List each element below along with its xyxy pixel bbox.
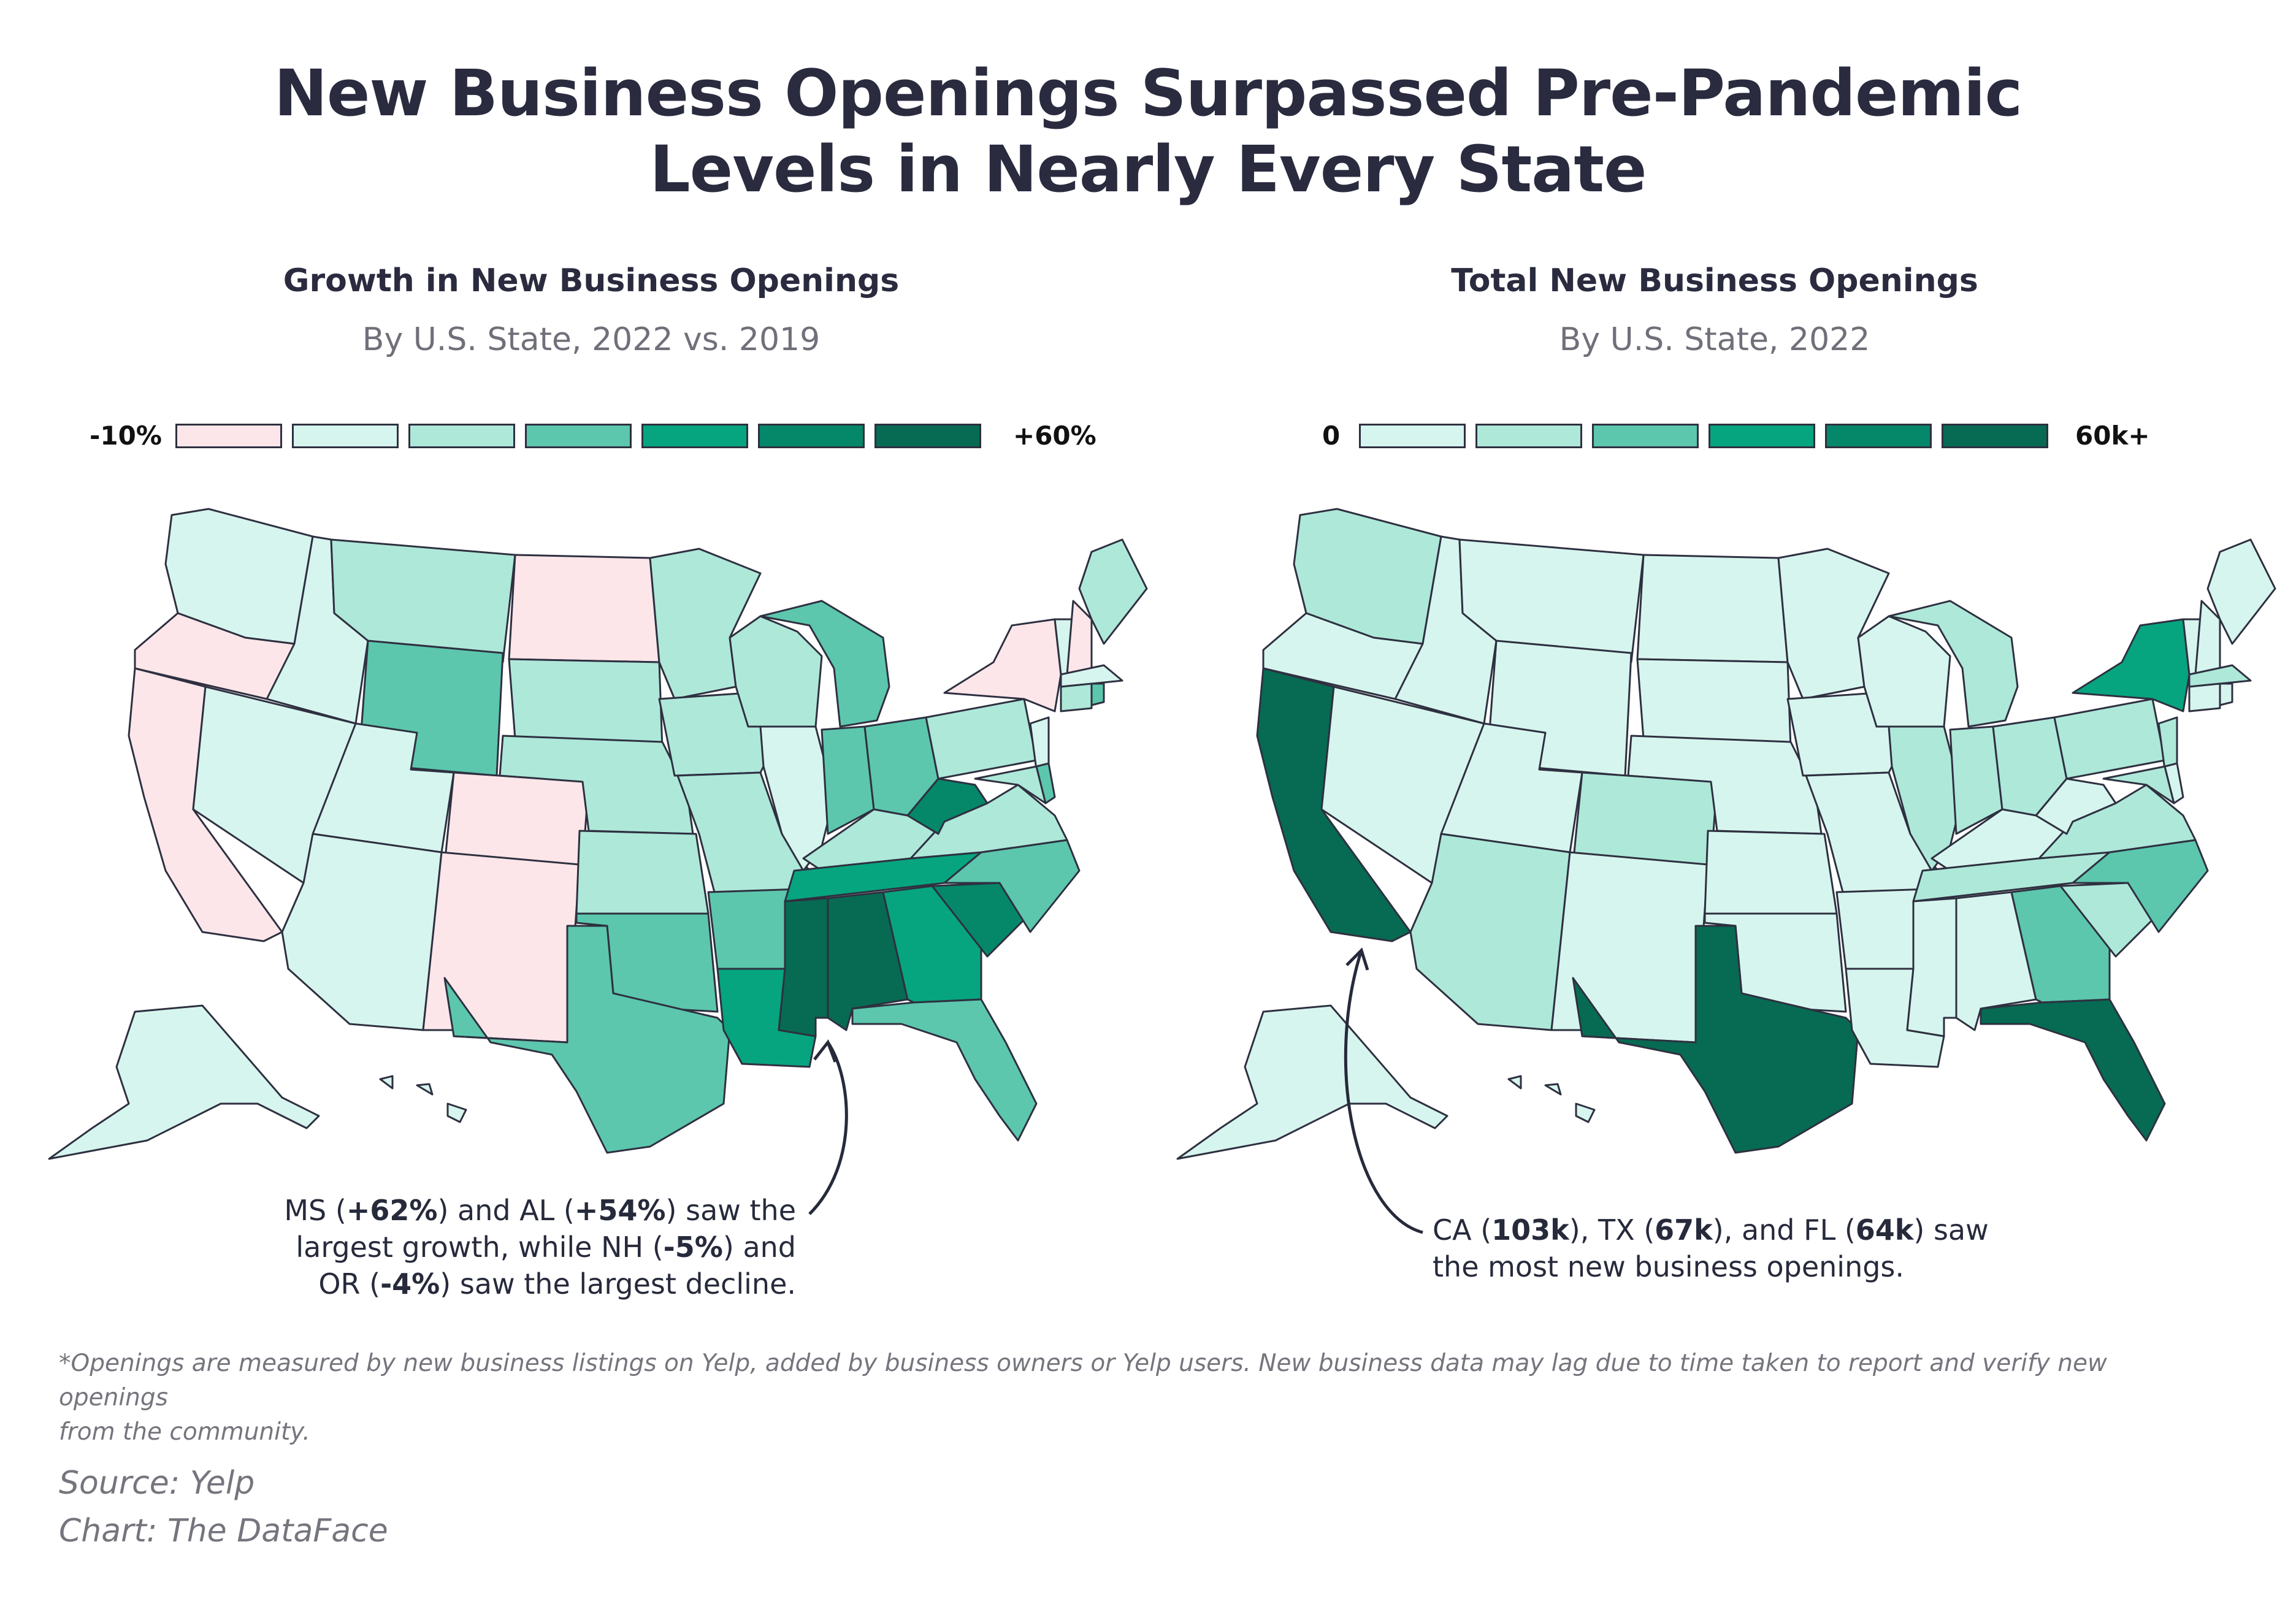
legend-swatch — [292, 423, 399, 448]
right-legend: 0 60k+ — [1322, 421, 2150, 451]
left-annotation: MS (+62%) and AL (+54%) saw the largest … — [244, 1192, 796, 1302]
left-growth-map — [48, 508, 1148, 1160]
legend-swatch — [874, 423, 981, 448]
source-line: Source: Yelp — [59, 1465, 255, 1502]
annot-ms-value: +62% — [346, 1194, 438, 1227]
annot-text: ), TX ( — [1569, 1213, 1655, 1247]
state-nm — [1550, 851, 1709, 1044]
state-ks — [1704, 830, 1838, 915]
annot-text: largest growth, while NH ( — [296, 1231, 664, 1264]
right-annotation-arrow — [1344, 947, 1423, 1234]
state-hi — [1507, 1075, 1596, 1123]
legend-swatch — [1592, 423, 1699, 448]
legend-swatch — [1359, 423, 1466, 448]
annot-fl-value: 64k — [1855, 1213, 1914, 1247]
state-wi — [729, 615, 823, 728]
chart-credit-line: Chart: The DataFace — [59, 1513, 388, 1549]
left-panel-title: Growth in New Business Openings — [283, 262, 900, 299]
footnote-line-2: from the community. — [59, 1418, 310, 1446]
annot-text: MS ( — [284, 1194, 346, 1227]
state-de — [2164, 762, 2184, 804]
right-legend-max: 60k+ — [2075, 421, 2150, 451]
right-annotation: CA (103k), TX (67k), and FL (64k) saw th… — [1433, 1212, 1989, 1285]
left-legend-max: +60% — [1013, 421, 1096, 451]
left-legend-min: -10% — [90, 421, 162, 451]
state-mi — [1888, 600, 2019, 728]
state-ct — [1060, 682, 1093, 712]
main-title: New Business Openings Surpassed Pre-Pand… — [0, 55, 2296, 207]
state-ny — [943, 618, 1062, 712]
left-legend: -10% +60% — [90, 421, 1096, 451]
state-fl — [1980, 998, 2166, 1142]
annot-text: the most new business openings. — [1433, 1250, 1905, 1283]
right-panel-subtitle: By U.S. State, 2022 — [1559, 321, 1870, 358]
source-credits: Source: Yelp Chart: The DataFace — [59, 1459, 388, 1555]
state-fl — [851, 998, 1038, 1142]
state-me — [1078, 538, 1148, 645]
state-tx — [443, 925, 731, 1154]
state-ct — [2188, 682, 2221, 712]
legend-swatch — [1475, 423, 1582, 448]
state-de — [1035, 762, 1056, 804]
annot-text: ) and AL ( — [437, 1194, 575, 1227]
annot-text: ) saw the — [665, 1194, 796, 1227]
state-tx — [1572, 925, 1859, 1154]
legend-swatch — [1709, 423, 1815, 448]
legend-swatch — [1825, 423, 1932, 448]
state-pa — [2053, 698, 2166, 780]
title-line-2: Levels in Nearly Every State — [649, 132, 1647, 207]
legend-swatch — [408, 423, 515, 448]
state-ri — [2219, 682, 2233, 706]
state-pa — [925, 698, 1038, 780]
annot-or-value: -4% — [380, 1267, 440, 1300]
footnote: *Openings are measured by new business l… — [59, 1346, 2144, 1449]
right-legend-min: 0 — [1322, 421, 1341, 451]
state-ms — [1906, 897, 1957, 1037]
legend-swatch — [641, 423, 748, 448]
annot-text: ), and FL ( — [1712, 1213, 1856, 1247]
right-total-map — [1176, 508, 2276, 1160]
annot-text: OR ( — [318, 1267, 381, 1300]
state-ms — [778, 897, 829, 1037]
annot-nh-value: -5% — [663, 1231, 723, 1264]
state-ak — [48, 1004, 320, 1160]
right-panel-title: Total New Business Openings — [1451, 262, 1978, 299]
title-line-1: New Business Openings Surpassed Pre-Pand… — [274, 56, 2022, 131]
state-hi — [379, 1075, 467, 1123]
legend-swatch — [1942, 423, 2048, 448]
legend-swatch — [758, 423, 865, 448]
annot-text: CA ( — [1433, 1213, 1492, 1247]
state-mi — [759, 600, 890, 728]
state-wi — [1857, 615, 1951, 728]
annot-text: ) saw the largest decline. — [440, 1267, 796, 1300]
left-panel-subtitle: By U.S. State, 2022 vs. 2019 — [362, 321, 821, 358]
annot-text: ) and — [722, 1231, 796, 1264]
footnote-line-1: *Openings are measured by new business l… — [59, 1350, 2107, 1411]
state-ma — [1060, 664, 1123, 688]
state-sd — [1636, 658, 1792, 749]
annot-text: ) saw — [1913, 1213, 1989, 1247]
annot-tx-value: 67k — [1655, 1213, 1713, 1247]
state-sd — [508, 658, 664, 749]
state-me — [2206, 538, 2276, 645]
legend-swatch — [525, 423, 632, 448]
state-nm — [422, 851, 581, 1044]
state-ny — [2072, 618, 2191, 712]
legend-swatch — [175, 423, 282, 448]
state-ma — [2188, 664, 2252, 688]
state-ks — [575, 830, 710, 915]
state-nd — [508, 554, 660, 663]
annot-al-value: +54% — [574, 1194, 666, 1227]
left-annotation-arrow — [808, 1039, 848, 1215]
annot-ca-value: 103k — [1491, 1213, 1569, 1247]
state-nd — [1636, 554, 1789, 663]
state-ri — [1090, 682, 1105, 706]
